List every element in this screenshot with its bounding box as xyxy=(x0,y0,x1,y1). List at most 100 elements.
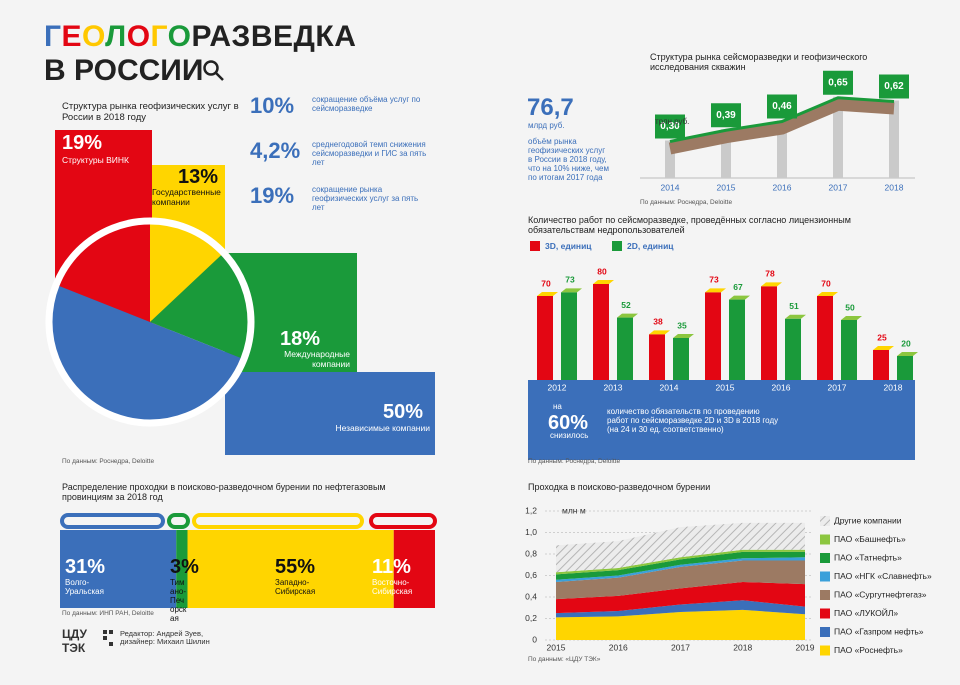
title-letter: З xyxy=(231,20,251,53)
stat-text: сокращение объёма услуг по сейсморазведк… xyxy=(312,95,421,113)
category-label: Государственные компании xyxy=(152,187,221,207)
title-letter: Л xyxy=(105,20,127,53)
note-prefix: на xyxy=(553,402,562,411)
value-label: 0,62 xyxy=(884,81,904,92)
area xyxy=(556,522,805,573)
unit-label: трлн руб. xyxy=(655,117,690,126)
legend-label: ПАО «Татнефть» xyxy=(834,552,902,562)
x-tick-label: 2018 xyxy=(885,182,904,192)
area xyxy=(556,557,805,582)
legend-label: ПАО «ЛУКОЙЛ» xyxy=(834,607,898,618)
bar xyxy=(617,317,633,380)
legend-swatch xyxy=(820,553,830,563)
source: По данным: ИНП РАН, Deloitte xyxy=(62,610,154,617)
x-tick-label: 2016 xyxy=(773,182,792,192)
bar-segment xyxy=(176,530,188,608)
market-text: объём рынка геофизических услуг в России… xyxy=(528,137,609,182)
column xyxy=(777,120,787,178)
source: По данным: Роснедра, Deloitte xyxy=(62,458,155,465)
value-label: 11% xyxy=(372,556,411,578)
subtitle: В РОССИИ xyxy=(44,54,204,87)
unit-label: млн м xyxy=(562,505,586,515)
area xyxy=(556,549,805,575)
bar xyxy=(593,284,609,380)
value-label: 0,46 xyxy=(772,101,792,112)
source: По данным: Роснедра, Deloitte xyxy=(528,458,621,465)
chart-title: Структура рынка геофизических услуг в Ро… xyxy=(62,101,239,123)
x-tick-label: 2018 xyxy=(884,382,903,392)
y-tick-label: 1,0 xyxy=(525,527,537,537)
value-label: 78 xyxy=(765,269,775,279)
x-tick-label: 2014 xyxy=(660,382,679,392)
value-label: 38 xyxy=(653,317,663,327)
color-panel xyxy=(225,372,435,455)
value-label: 0,65 xyxy=(828,77,848,88)
title-letter: Г xyxy=(150,20,168,53)
value-label: 51 xyxy=(789,301,799,311)
legend-swatch xyxy=(820,516,830,526)
value-label: 0,39 xyxy=(716,110,736,121)
note-suffix: снизилось xyxy=(550,431,589,440)
value-label: 3% xyxy=(170,556,199,578)
value-label: 19% xyxy=(62,132,103,154)
title-letter: О xyxy=(126,20,151,53)
x-tick-label: 2015 xyxy=(717,182,736,192)
legend-label: ПАО «Роснефть» xyxy=(834,645,903,655)
area xyxy=(556,560,805,600)
legend-label: 3D, единиц xyxy=(545,241,592,251)
title-letter: Р xyxy=(191,20,210,53)
title-letter: В xyxy=(250,20,274,53)
bar xyxy=(897,356,913,380)
bar xyxy=(649,334,665,380)
bar xyxy=(673,338,689,380)
bar-top xyxy=(873,346,894,350)
value-label: 67 xyxy=(733,282,743,292)
legend-swatch xyxy=(612,241,622,251)
value-label: 31% xyxy=(65,556,106,578)
bar-top xyxy=(561,288,582,293)
x-tick-label: 2012 xyxy=(548,382,567,392)
category-label: Волго-Уральская xyxy=(65,578,104,596)
category-label: Западно-Сибирская xyxy=(275,578,316,596)
bar-segment xyxy=(60,530,177,608)
bar xyxy=(785,318,801,380)
y-tick-label: 0,6 xyxy=(525,570,537,580)
market-value: 76,7 xyxy=(527,94,574,121)
band xyxy=(668,98,895,155)
bar-top xyxy=(537,292,558,296)
legend-label: ПАО «Сургутнефтегаз» xyxy=(834,589,927,599)
value-label: 20 xyxy=(901,338,911,348)
bar-top xyxy=(841,316,862,320)
bar xyxy=(841,320,857,380)
chart-title: Распределение проходки в поисково-развед… xyxy=(62,482,386,503)
logo-text: ЦДУ xyxy=(62,627,87,641)
bar xyxy=(705,292,721,380)
y-tick-label: 0 xyxy=(532,634,537,644)
y-tick-label: 0,2 xyxy=(525,613,537,623)
category-label: Независимые компании xyxy=(335,423,430,433)
category-label: Международные компании xyxy=(284,349,350,369)
bar-segment xyxy=(393,530,435,608)
chart-title: Проходка в поисково-разведочном бурении xyxy=(528,482,711,492)
y-tick-label: 1,2 xyxy=(525,505,537,515)
value-label: 0,30 xyxy=(660,121,680,132)
market-unit: млрд руб. xyxy=(528,121,565,130)
label-box xyxy=(655,114,685,139)
bar-top xyxy=(673,334,694,338)
category-label: Тимано-Печорская xyxy=(170,578,187,623)
value-label: 73 xyxy=(565,275,575,285)
value-label: 25 xyxy=(877,332,887,342)
stat-value: 4,2% xyxy=(250,138,301,163)
value-label: 52 xyxy=(621,300,631,310)
legend-swatch xyxy=(820,534,830,545)
magnifier-icon xyxy=(203,60,224,81)
bar-top xyxy=(817,292,838,296)
title-letter: Д xyxy=(293,20,316,53)
value-label: 73 xyxy=(709,275,719,285)
label-box xyxy=(823,70,853,95)
column xyxy=(665,140,675,178)
logo-text: ТЭК xyxy=(62,641,86,655)
title-letter: Е xyxy=(273,20,294,53)
area xyxy=(556,600,805,618)
